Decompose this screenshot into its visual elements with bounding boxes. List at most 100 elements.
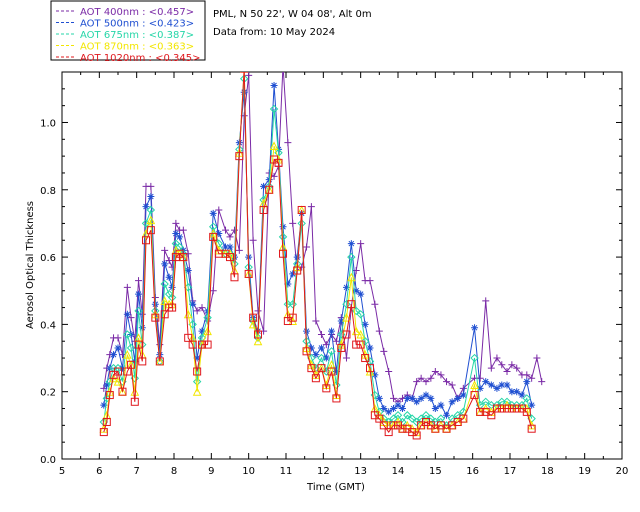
data-point	[311, 374, 320, 383]
data-point	[123, 310, 131, 318]
data-point	[240, 72, 249, 73]
data-point	[146, 205, 156, 215]
data-point	[470, 353, 479, 363]
data-point	[371, 371, 379, 379]
data-point	[412, 417, 421, 427]
data-point	[189, 300, 197, 308]
data-point	[443, 411, 451, 419]
data-point	[375, 414, 384, 423]
data-point	[118, 387, 127, 396]
data-point	[347, 252, 356, 262]
data-point	[253, 336, 263, 346]
x-tick-label: 12	[317, 466, 330, 477]
data-point	[226, 233, 234, 241]
y-axis-title: Aerosol Optical Thickness	[25, 201, 36, 329]
data-point	[347, 300, 356, 309]
data-point	[403, 394, 411, 402]
data-point	[356, 340, 365, 349]
data-point	[332, 337, 340, 345]
data-point	[390, 405, 398, 413]
data-point	[161, 260, 169, 268]
series-line	[103, 72, 533, 437]
data-point	[114, 344, 122, 352]
data-point	[347, 272, 356, 282]
data-point	[357, 240, 365, 248]
data-point	[222, 226, 230, 234]
data-point	[448, 398, 456, 406]
data-point	[361, 320, 369, 328]
x-tick-label: 17	[504, 466, 517, 477]
data-point	[138, 357, 147, 366]
data-point	[302, 347, 311, 356]
data-point	[512, 404, 521, 413]
data-point	[398, 424, 407, 433]
data-point	[288, 313, 297, 322]
x-tick-label: 5	[59, 466, 65, 477]
data-point	[394, 401, 402, 409]
x-tick-label: 15	[429, 466, 442, 477]
data-point	[193, 307, 201, 315]
x-tick-label: 10	[242, 466, 255, 477]
data-point	[389, 421, 398, 430]
data-point	[379, 421, 388, 430]
data-point	[203, 326, 212, 336]
data-point	[327, 347, 336, 356]
data-point	[356, 310, 365, 319]
data-point	[322, 354, 330, 362]
data-point	[105, 391, 114, 400]
data-point	[135, 277, 143, 285]
data-point	[454, 394, 462, 402]
data-point	[508, 388, 516, 396]
data-point	[307, 364, 316, 373]
data-point	[230, 273, 239, 282]
data-point	[289, 219, 297, 227]
data-point	[198, 327, 206, 335]
data-point	[269, 104, 279, 114]
data-point	[134, 306, 143, 316]
data-point	[188, 340, 197, 349]
data-point	[288, 299, 297, 309]
data-point	[528, 401, 536, 409]
data-point	[244, 269, 253, 278]
data-point	[127, 314, 135, 322]
data-point	[459, 414, 468, 423]
data-point	[487, 381, 495, 389]
data-point	[235, 246, 243, 254]
data-point	[487, 411, 496, 420]
data-point	[427, 374, 435, 382]
series-1	[100, 72, 546, 406]
data-point	[497, 404, 506, 413]
legend-entry: AOT 675nm : <0.387>	[80, 30, 194, 41]
data-point	[293, 253, 301, 261]
data-point	[476, 407, 485, 416]
data-point	[312, 351, 320, 359]
legend: AOT 400nm : <0.457>AOT 500nm : <0.423>AO…	[50, 0, 206, 64]
data-point	[235, 152, 244, 161]
legend-box	[50, 0, 206, 61]
data-point	[448, 381, 456, 389]
data-point	[513, 388, 521, 396]
data-point	[390, 394, 398, 402]
legend-entry: AOT 400nm : <0.457>	[80, 7, 194, 18]
data-point	[443, 378, 451, 386]
data-point	[249, 313, 258, 322]
data-point	[215, 230, 223, 238]
data-point	[142, 203, 150, 211]
data-point	[342, 354, 350, 362]
data-point	[293, 266, 302, 275]
data-point	[239, 72, 249, 73]
x-tick-label: 11	[280, 466, 293, 477]
data-point	[385, 368, 393, 376]
data-point	[493, 354, 501, 362]
x-tick-label: 9	[208, 466, 214, 477]
y-tick-label: 0.2	[40, 388, 56, 399]
data-point	[147, 182, 155, 190]
data-point	[284, 139, 292, 147]
data-point	[142, 236, 150, 245]
data-point	[103, 381, 111, 389]
data-point	[437, 401, 445, 409]
data-point	[192, 377, 202, 386]
data-point	[476, 374, 484, 382]
data-point	[403, 411, 412, 420]
data-point	[492, 404, 501, 413]
